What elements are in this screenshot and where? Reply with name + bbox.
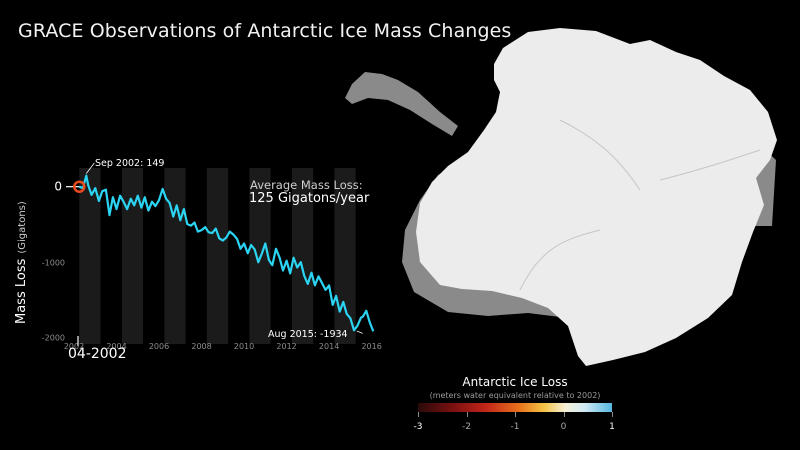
y-axis-unit: (Gigatons)	[17, 201, 28, 254]
annotation-leader	[86, 162, 95, 174]
colorbar-tick-label: 0	[560, 422, 567, 432]
year-band	[291, 168, 314, 344]
year-bands	[79, 168, 356, 344]
y-tick-label: -2000	[42, 333, 65, 342]
x-tick-label: 2016	[361, 342, 381, 351]
axes: 2002 2004 2006 2008 2010 2012 2014 2016 0 -1000 -2…	[42, 180, 382, 351]
map-legend-title: Antarctic Ice Loss	[462, 375, 568, 389]
x-tick-label: 2014	[319, 342, 339, 351]
annotation-peak: Sep 2002: 149	[95, 158, 164, 169]
average-mass-loss-label: Average Mass Loss:	[250, 178, 363, 192]
y-tick-label: -1000	[42, 258, 65, 267]
y-axis-label: Mass Loss	[14, 258, 29, 324]
colorbar-tick-label: -3	[413, 422, 423, 432]
x-tick-label: 2002	[64, 342, 84, 351]
x-tick-label: 2012	[276, 342, 296, 351]
map-legend-colorbar	[418, 403, 612, 412]
series-line	[78, 174, 375, 332]
colorbar-tick-mark	[515, 412, 516, 417]
annotation-leader	[356, 330, 363, 334]
x-tick-label: 2008	[191, 342, 211, 351]
chart-title: GRACE Observations of Antarctic Ice Mass…	[18, 20, 512, 42]
x-tick-label: 2006	[149, 342, 169, 351]
colorbar-tick-mark	[563, 412, 565, 417]
year-band	[79, 168, 101, 344]
current-date-readout: 04-2002	[68, 346, 127, 362]
annotations: Sep 2002: 149 Aug 2015: -1934	[86, 158, 363, 340]
y-axis-title: Mass Loss (Gigatons)	[14, 201, 29, 324]
antarctica-map	[345, 28, 777, 366]
year-band	[164, 168, 186, 344]
colorbar-tick-label: -2	[462, 422, 471, 432]
mass-loss-series	[66, 174, 375, 332]
map-legend-subtitle: (meters water equivalent relative to 200…	[429, 391, 601, 400]
colorbar-tick-label: -1	[510, 422, 520, 432]
current-marker	[73, 180, 86, 193]
ice-sheet	[416, 28, 777, 366]
peninsula-tail	[345, 72, 458, 136]
y-tick-label: 0	[54, 180, 62, 194]
colorbar-tick-label: 1	[609, 422, 615, 432]
x-tick-label: 2004	[106, 342, 126, 351]
glacier-streams	[519, 119, 761, 291]
colorbar-tick-mark	[466, 412, 468, 417]
annotation-trough: Aug 2015: -1934	[268, 329, 348, 340]
colorbar-tick-mark	[612, 412, 613, 417]
year-band	[121, 168, 144, 344]
average-mass-loss-value: 125 Gigatons/year	[249, 191, 370, 206]
year-band	[206, 168, 229, 344]
colorbar-tick-mark	[418, 412, 419, 417]
year-band	[334, 168, 356, 344]
x-tick-label: 2010	[234, 342, 254, 351]
